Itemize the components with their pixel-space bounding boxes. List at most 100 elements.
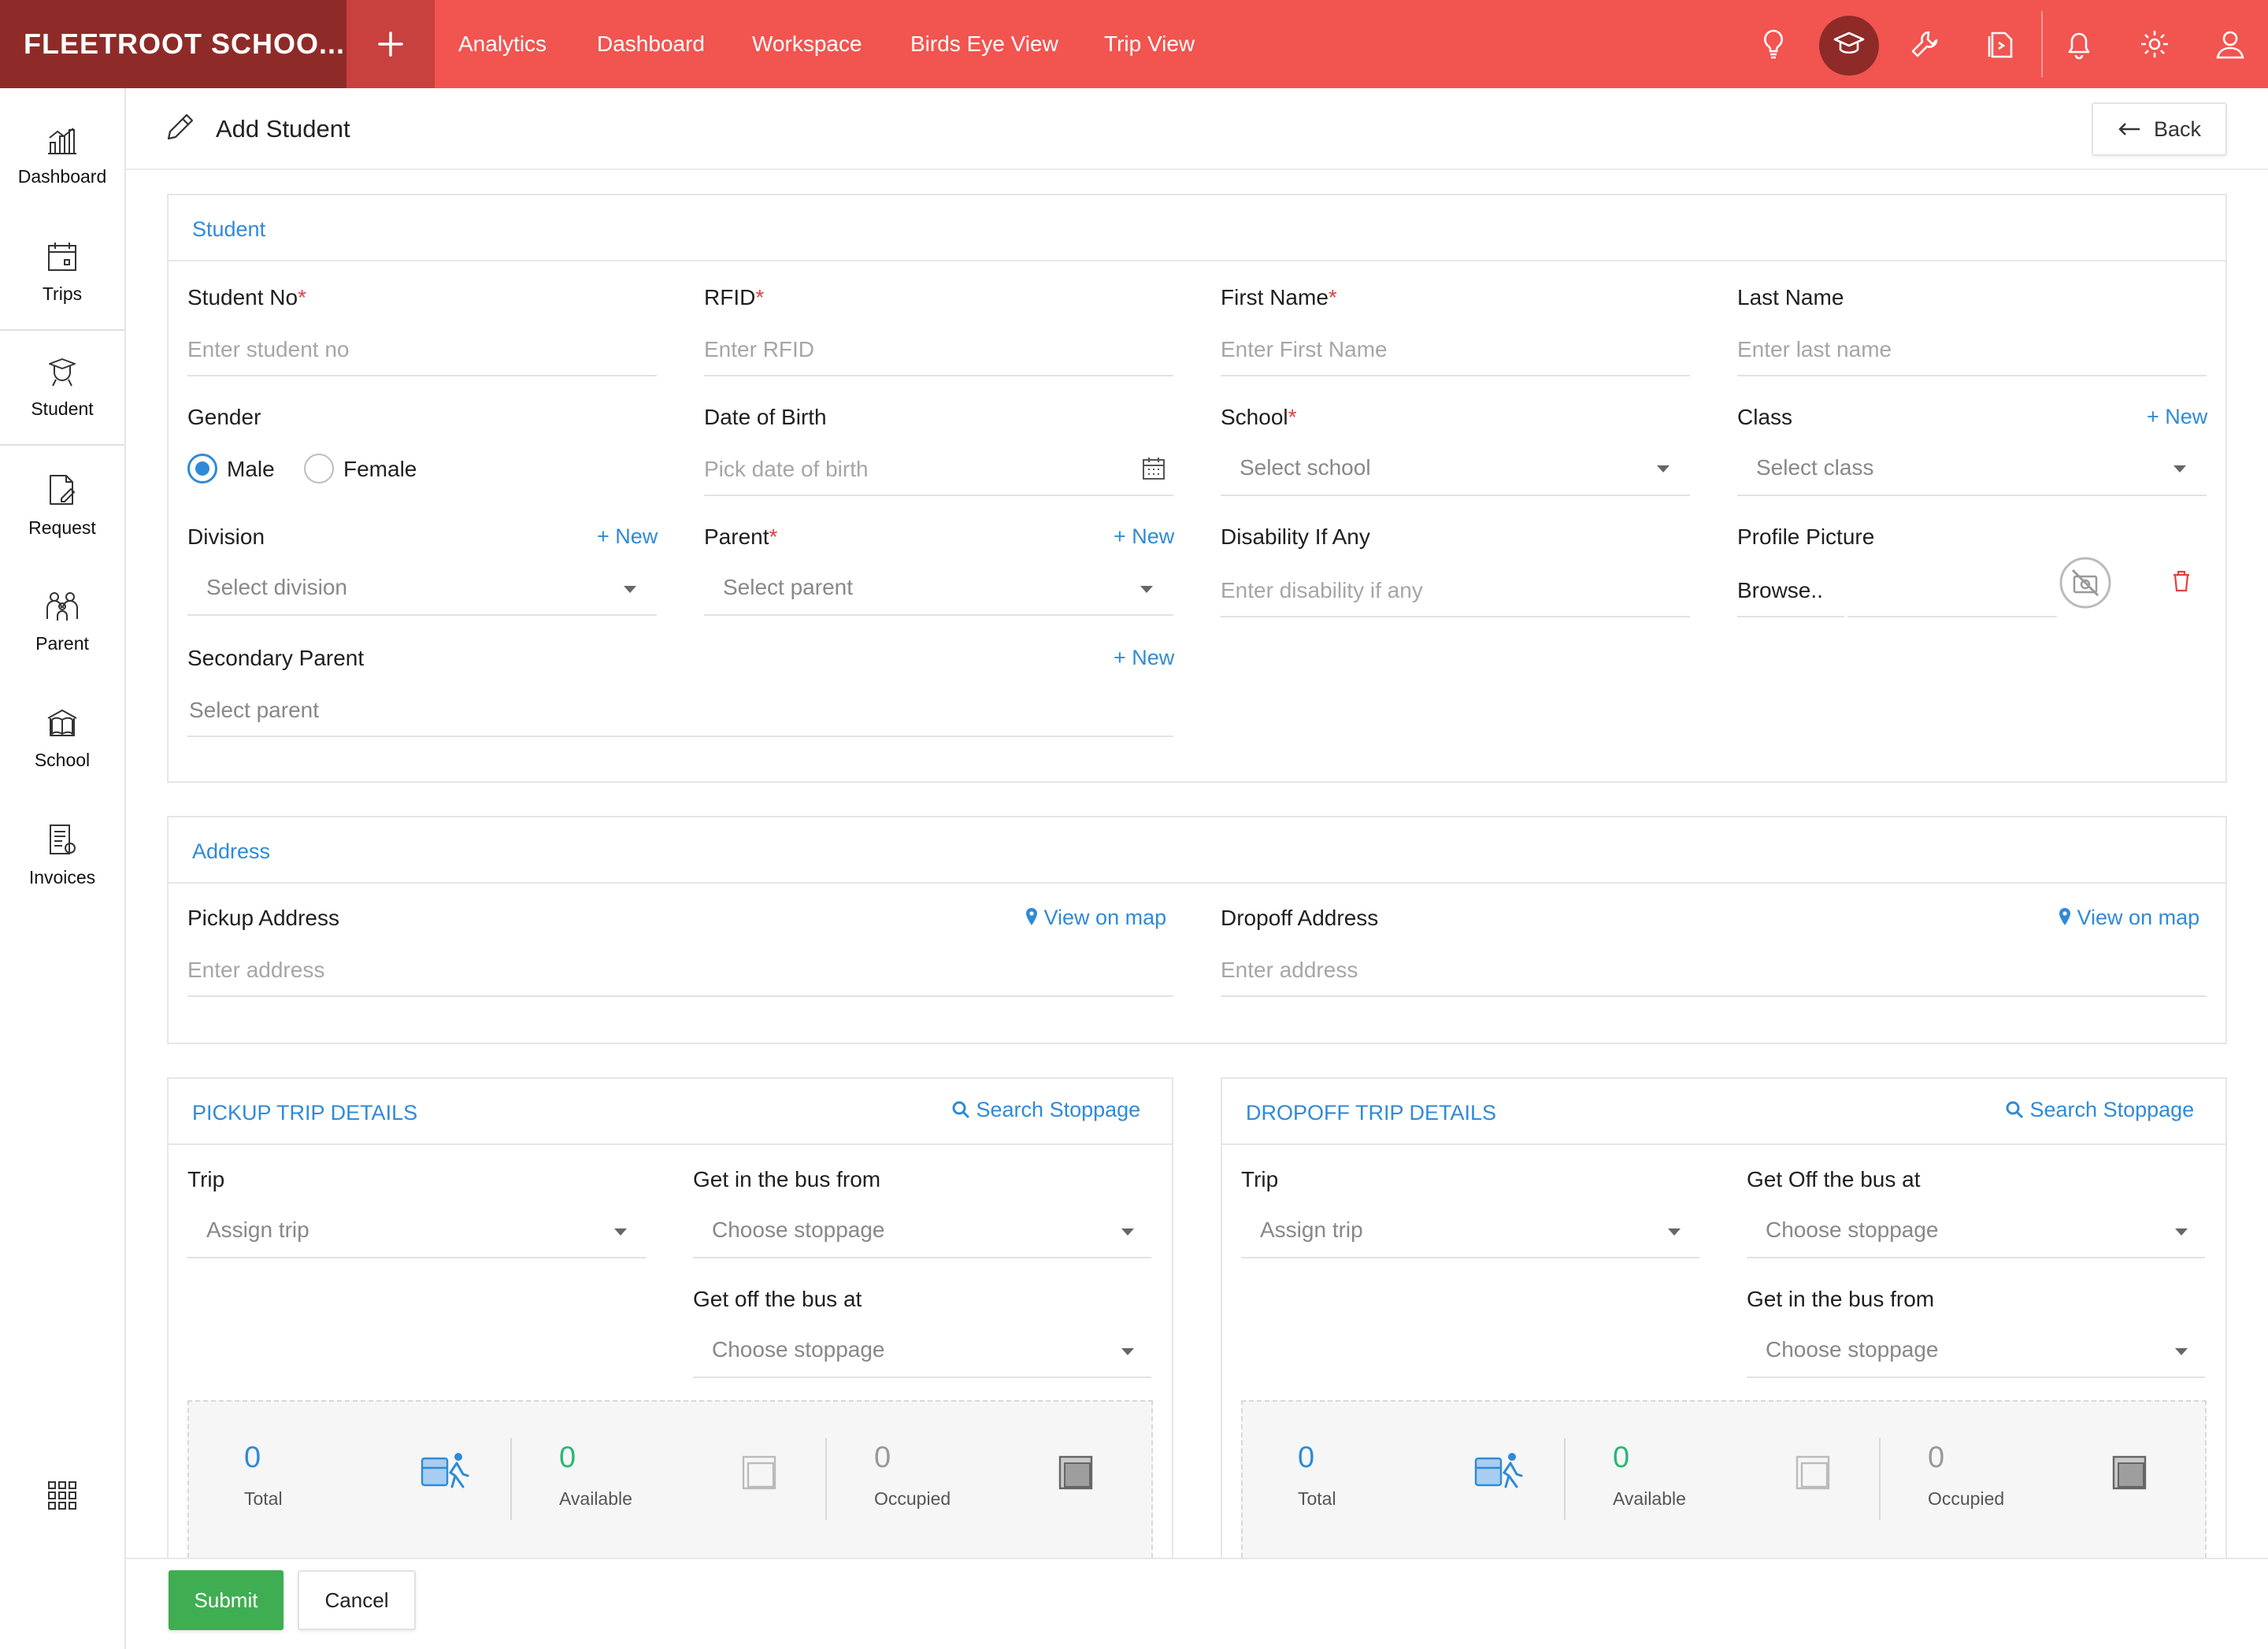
school-label: School* — [1221, 405, 1297, 429]
sidebar-item-dashboard[interactable]: Dashboard — [0, 98, 124, 214]
secondary-parent-select[interactable]: Select parent — [189, 698, 319, 722]
chevron-down-icon[interactable] — [1657, 465, 1670, 472]
last-name-label: Last Name — [1737, 285, 1844, 309]
pickup-occupied-label: Occupied — [874, 1488, 951, 1509]
sidebar-item-label: Request — [28, 517, 96, 538]
dropoff-trip-label: Trip — [1241, 1167, 1279, 1191]
header-divider — [126, 169, 2268, 170]
sidebar-item-trips[interactable]: Trips — [0, 214, 124, 331]
chevron-down-icon[interactable] — [1140, 586, 1153, 593]
quick-add-button[interactable] — [346, 0, 435, 88]
parent-new-link[interactable]: + New — [1114, 524, 1175, 548]
class-new-link[interactable]: + New — [2147, 405, 2208, 428]
last-name-underline — [1737, 375, 2207, 376]
trash-icon[interactable] — [2172, 570, 2191, 596]
chevron-down-icon[interactable] — [614, 1228, 627, 1236]
pickup-search-stoppage-link[interactable]: Search Stoppage — [951, 1098, 1140, 1122]
student-no-underline — [187, 375, 657, 376]
user-icon[interactable] — [2208, 22, 2252, 66]
dropoff-view-on-map-link[interactable]: View on map — [2059, 906, 2199, 930]
sidebar-item-label: Student — [31, 398, 94, 419]
pickup-view-on-map-link[interactable]: View on map — [1025, 906, 1166, 930]
sidebar-item-request[interactable]: Request — [0, 447, 124, 564]
sidebar-item-school[interactable]: School — [0, 680, 124, 797]
rfid-underline — [704, 375, 1173, 376]
gender-female-radio[interactable] — [304, 454, 334, 484]
chevron-down-icon[interactable] — [1668, 1228, 1681, 1236]
dropoff-get-off-select[interactable]: Choose stoppage — [1766, 1217, 1939, 1242]
dropoff-address-label: Dropoff Address — [1221, 906, 1379, 930]
dropoff-get-off-label: Get Off the bus at — [1747, 1167, 1921, 1191]
apps-grid-icon[interactable] — [47, 1480, 77, 1514]
dropoff-search-stoppage-link[interactable]: Search Stoppage — [2005, 1098, 2194, 1122]
first-name-input[interactable]: Enter First Name — [1221, 337, 1388, 361]
submit-button[interactable]: Submit — [169, 1570, 284, 1630]
documents-icon[interactable] — [1978, 22, 2022, 66]
sidebar-item-invoices[interactable]: Invoices — [0, 797, 124, 913]
student-section: Student — [167, 194, 2227, 783]
rfid-input[interactable]: Enter RFID — [704, 337, 815, 361]
class-select[interactable]: Select class — [1756, 455, 1874, 480]
chevron-down-icon[interactable] — [1121, 1228, 1134, 1236]
pickup-address-input[interactable]: Enter address — [187, 958, 325, 982]
no-image-icon — [2059, 556, 2112, 613]
division-label: Division — [187, 524, 265, 549]
nav-analytics[interactable]: Analytics — [458, 31, 547, 56]
calendar-icon[interactable] — [1142, 457, 1166, 484]
back-button[interactable]: Back — [2092, 102, 2227, 156]
address-section-header — [169, 817, 2225, 884]
parent-icon — [46, 591, 78, 621]
dropoff-get-off-underline — [1747, 1257, 2205, 1258]
nav-dashboard[interactable]: Dashboard — [597, 31, 705, 56]
disability-input[interactable]: Enter disability if any — [1221, 578, 1423, 602]
student-no-input[interactable]: Enter student no — [187, 337, 350, 361]
division-new-link[interactable]: + New — [597, 524, 658, 548]
chevron-down-icon[interactable] — [2174, 465, 2186, 472]
gender-male-radio[interactable] — [187, 454, 217, 484]
school-select[interactable]: Select school — [1240, 455, 1371, 480]
bulb-icon[interactable] — [1751, 22, 1796, 66]
pickup-trip-select[interactable]: Assign trip — [206, 1217, 309, 1242]
dropoff-address-input[interactable]: Enter address — [1221, 958, 1358, 982]
pickup-seat-stats — [187, 1400, 1153, 1558]
last-name-input[interactable]: Enter last name — [1737, 337, 1892, 361]
division-underline — [187, 614, 657, 616]
stats-divider — [510, 1438, 512, 1520]
dropoff-get-in-select[interactable]: Choose stoppage — [1766, 1337, 1939, 1362]
wrench-icon[interactable] — [1903, 22, 1947, 66]
gender-male-label[interactable]: Male — [227, 457, 275, 481]
secondary-parent-new-link[interactable]: + New — [1114, 646, 1175, 669]
chevron-down-icon[interactable] — [2175, 1228, 2188, 1236]
nav-trip-view[interactable]: Trip View — [1104, 31, 1195, 56]
class-label: Class — [1737, 405, 1793, 429]
dob-label: Date of Birth — [704, 405, 827, 429]
gender-female-label[interactable]: Female — [343, 457, 417, 481]
brand-logo-text[interactable]: FLEETROOT SCHOO... — [0, 0, 346, 88]
gear-icon[interactable] — [2133, 22, 2177, 66]
chevron-down-icon[interactable] — [1121, 1348, 1134, 1355]
pickup-total-label: Total — [244, 1488, 283, 1509]
nav-birds-eye-view[interactable]: Birds Eye View — [910, 31, 1058, 56]
chevron-down-icon[interactable] — [624, 586, 636, 593]
toolbar-separator — [2041, 11, 2043, 77]
pickup-total-count: 0 — [244, 1441, 261, 1474]
browse-button[interactable]: Browse.. — [1737, 578, 1823, 602]
pickup-get-in-select[interactable]: Choose stoppage — [712, 1217, 885, 1242]
pickup-available-label: Available — [559, 1488, 632, 1509]
student-section-header — [169, 195, 2225, 261]
sidebar-item-parent[interactable]: Parent — [0, 564, 124, 680]
cancel-button[interactable]: Cancel — [298, 1570, 416, 1630]
map-pin-icon — [2059, 908, 2070, 925]
pickup-get-off-select[interactable]: Choose stoppage — [712, 1337, 885, 1362]
nav-workspace[interactable]: Workspace — [752, 31, 862, 56]
sidebar-item-student[interactable]: Student — [0, 329, 124, 446]
division-select[interactable]: Select division — [206, 575, 347, 599]
graduation-cap-icon[interactable] — [1827, 22, 1871, 66]
parent-select[interactable]: Select parent — [723, 575, 853, 599]
dropoff-available-count: 0 — [1613, 1441, 1630, 1474]
dropoff-trip-select[interactable]: Assign trip — [1260, 1217, 1363, 1242]
chevron-down-icon[interactable] — [2175, 1348, 2188, 1355]
map-pin-icon — [1026, 908, 1037, 925]
bell-icon[interactable] — [2057, 22, 2101, 66]
dob-input[interactable]: Pick date of birth — [704, 457, 869, 481]
